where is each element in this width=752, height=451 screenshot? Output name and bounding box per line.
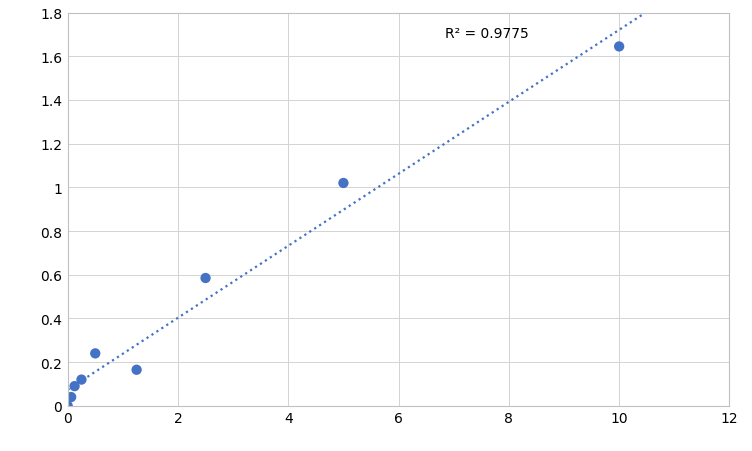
Point	[62, 402, 74, 410]
Point	[613, 44, 625, 51]
Point	[199, 275, 211, 282]
Point	[338, 180, 350, 187]
Point	[89, 350, 102, 357]
Point	[65, 394, 77, 401]
Point	[75, 376, 87, 383]
Text: R² = 0.9775: R² = 0.9775	[445, 27, 529, 41]
Point	[68, 382, 80, 390]
Point	[131, 366, 143, 373]
